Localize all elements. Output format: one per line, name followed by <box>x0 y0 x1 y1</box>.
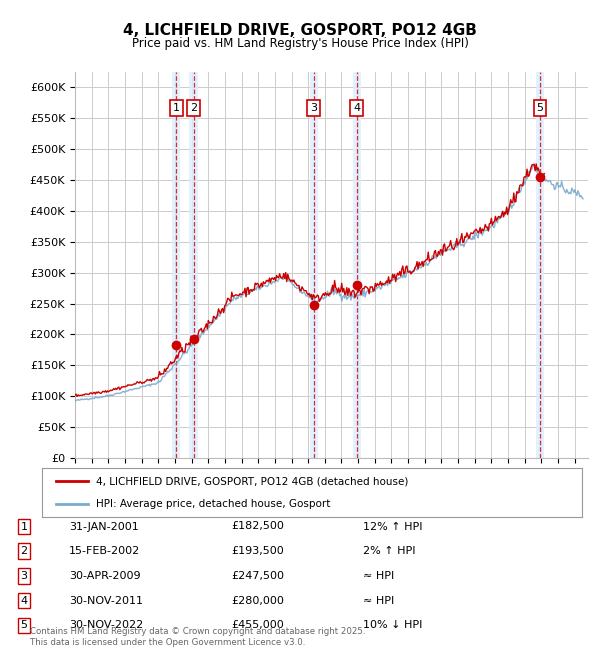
Text: 4, LICHFIELD DRIVE, GOSPORT, PO12 4GB: 4, LICHFIELD DRIVE, GOSPORT, PO12 4GB <box>123 23 477 38</box>
Text: 1: 1 <box>173 103 180 113</box>
Text: £193,500: £193,500 <box>231 546 284 556</box>
Text: 30-APR-2009: 30-APR-2009 <box>69 571 140 581</box>
Text: 5: 5 <box>20 620 28 630</box>
Text: 10% ↓ HPI: 10% ↓ HPI <box>363 620 422 630</box>
Text: 4: 4 <box>353 103 361 113</box>
Bar <box>310 72 318 458</box>
Text: £247,500: £247,500 <box>231 571 284 581</box>
Text: 15-FEB-2002: 15-FEB-2002 <box>69 546 140 556</box>
Bar <box>353 72 361 458</box>
Bar <box>172 72 181 458</box>
Bar <box>536 72 544 458</box>
Text: 2: 2 <box>190 103 197 113</box>
Text: 1: 1 <box>20 521 28 532</box>
Text: 12% ↑ HPI: 12% ↑ HPI <box>363 521 422 532</box>
Text: 2: 2 <box>20 546 28 556</box>
Text: Contains HM Land Registry data © Crown copyright and database right 2025.
This d: Contains HM Land Registry data © Crown c… <box>30 627 365 647</box>
Text: 30-NOV-2022: 30-NOV-2022 <box>69 620 143 630</box>
Text: 4: 4 <box>20 595 28 606</box>
Bar <box>190 72 198 458</box>
Text: £280,000: £280,000 <box>231 595 284 606</box>
Text: 4, LICHFIELD DRIVE, GOSPORT, PO12 4GB (detached house): 4, LICHFIELD DRIVE, GOSPORT, PO12 4GB (d… <box>96 476 409 486</box>
Text: 3: 3 <box>20 571 28 581</box>
Text: 3: 3 <box>310 103 317 113</box>
Text: 31-JAN-2001: 31-JAN-2001 <box>69 521 139 532</box>
Text: 5: 5 <box>536 103 544 113</box>
Text: ≈ HPI: ≈ HPI <box>363 595 394 606</box>
Text: Price paid vs. HM Land Registry's House Price Index (HPI): Price paid vs. HM Land Registry's House … <box>131 37 469 50</box>
Text: 2% ↑ HPI: 2% ↑ HPI <box>363 546 415 556</box>
Text: 30-NOV-2011: 30-NOV-2011 <box>69 595 143 606</box>
Text: ≈ HPI: ≈ HPI <box>363 571 394 581</box>
Text: £182,500: £182,500 <box>231 521 284 532</box>
Text: HPI: Average price, detached house, Gosport: HPI: Average price, detached house, Gosp… <box>96 499 331 508</box>
Text: £455,000: £455,000 <box>231 620 284 630</box>
